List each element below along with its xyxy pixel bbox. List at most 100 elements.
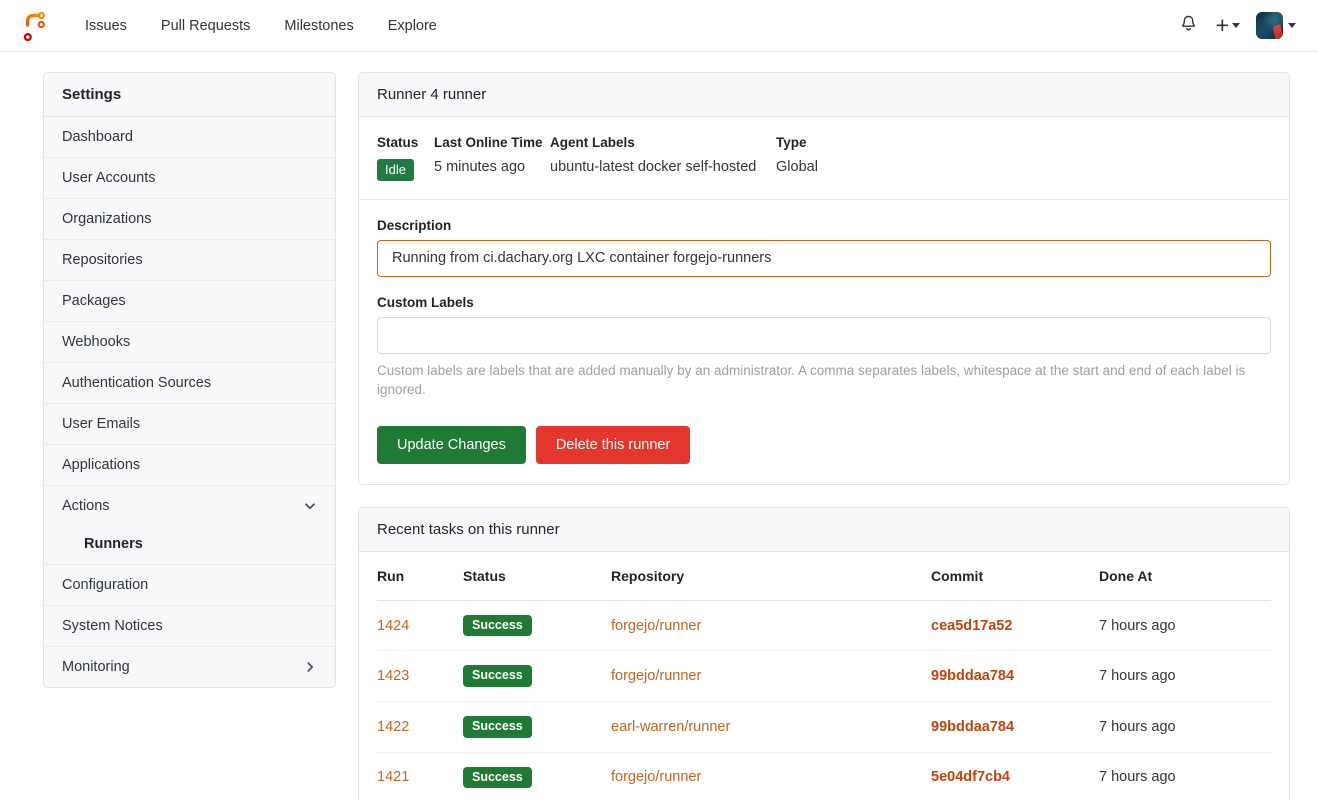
- main-content: Runner 4 runner Status Idle Last Online …: [358, 72, 1290, 800]
- sidebar-item-label: User Emails: [62, 416, 141, 432]
- chevron-down-icon: [1288, 23, 1296, 28]
- status-badge: Idle: [377, 159, 414, 181]
- primary-nav: Issues Pull Requests Milestones Explore: [68, 12, 454, 40]
- recent-tasks-panel: Recent tasks on this runner Run Status R…: [358, 506, 1290, 800]
- runner-status-field: Status Idle: [377, 135, 434, 181]
- notifications-button[interactable]: [1172, 9, 1206, 43]
- sidebar-item-configuration[interactable]: Configuration: [44, 565, 335, 606]
- sidebar-item-label: Applications: [62, 457, 141, 473]
- sidebar-item-label: Organizations: [62, 211, 152, 227]
- table-row: 1422 Success earl-warren/runner 99bddaa7…: [377, 701, 1271, 753]
- nav-link-issues[interactable]: Issues: [85, 17, 127, 34]
- plus-icon: +: [1215, 12, 1229, 38]
- delete-runner-button[interactable]: Delete this runner: [535, 425, 691, 464]
- sidebar-item-dashboard[interactable]: Dashboard: [44, 117, 335, 158]
- run-link[interactable]: 1423: [377, 668, 410, 685]
- create-new-button[interactable]: +: [1212, 14, 1244, 37]
- nav-link-milestones[interactable]: Milestones: [284, 17, 354, 34]
- sidebar-item-label: Repositories: [62, 252, 143, 268]
- runner-type-label: Type: [776, 135, 807, 150]
- sidebar-item-label: Authentication Sources: [62, 375, 212, 391]
- column-header-commit: Commit: [931, 551, 1099, 601]
- table-row: 1421 Success forgejo/runner 5e04df7cb4 7…: [377, 752, 1271, 800]
- sidebar-item-runners[interactable]: Runners: [44, 526, 335, 565]
- sidebar-item-user-accounts[interactable]: User Accounts: [44, 158, 335, 199]
- repository-link[interactable]: forgejo/runner: [611, 617, 702, 634]
- sidebar-item-label: Webhooks: [62, 334, 131, 350]
- runner-last-online-field: Last Online Time 5 minutes ago: [434, 135, 550, 175]
- chevron-right-icon: [303, 660, 317, 674]
- sidebar-item-packages[interactable]: Packages: [44, 281, 335, 322]
- sidebar-subitem-label: Runners: [84, 536, 143, 552]
- status-badge: Success: [463, 766, 532, 789]
- update-changes-button[interactable]: Update Changes: [377, 425, 526, 464]
- nav-link-pull-requests[interactable]: Pull Requests: [160, 17, 251, 34]
- tasks-table: Run Status Repository Commit Done At 142…: [377, 551, 1271, 800]
- tasks-table-head: Run Status Repository Commit Done At: [377, 551, 1271, 601]
- sidebar-item-label: Monitoring: [62, 659, 130, 675]
- commit-link[interactable]: 99bddaa784: [931, 718, 1015, 735]
- column-header-repository: Repository: [611, 551, 931, 601]
- runner-agent-labels-label: Agent Labels: [550, 135, 635, 150]
- custom-labels-label: Custom Labels: [377, 294, 474, 310]
- runner-type-field: Type Global: [776, 135, 818, 175]
- sidebar-item-organizations[interactable]: Organizations: [44, 199, 335, 240]
- commit-link[interactable]: 5e04df7cb4: [931, 769, 1010, 786]
- navbar-right-group: +: [1172, 9, 1296, 43]
- tasks-table-body: 1424 Success forgejo/runner cea5d17a52 7…: [377, 600, 1271, 800]
- meta-divider: [359, 198, 1289, 200]
- sidebar-item-repositories[interactable]: Repositories: [44, 240, 335, 281]
- repository-link[interactable]: forgejo/runner: [611, 668, 702, 685]
- settings-sidebar: Settings Dashboard User Accounts Organiz…: [43, 72, 336, 688]
- commit-link[interactable]: cea5d17a52: [931, 617, 1013, 634]
- column-header-run: Run: [377, 551, 463, 601]
- runner-type-value: Global: [776, 159, 818, 175]
- sidebar-item-label: Packages: [62, 293, 126, 309]
- run-link[interactable]: 1424: [377, 617, 410, 634]
- sidebar-item-monitoring[interactable]: Monitoring: [44, 647, 335, 687]
- runner-last-online-label: Last Online Time: [434, 135, 543, 150]
- sidebar-item-authentication-sources[interactable]: Authentication Sources: [44, 363, 335, 404]
- repository-link[interactable]: forgejo/runner: [611, 769, 702, 786]
- done-at-value: 7 hours ago: [1099, 650, 1271, 702]
- status-badge: Success: [463, 715, 532, 738]
- tasks-table-wrapper: Run Status Repository Commit Done At 142…: [359, 551, 1289, 800]
- table-row: 1424 Success forgejo/runner cea5d17a52 7…: [377, 600, 1271, 652]
- runner-panel-body: Status Idle Last Online Time 5 minutes a…: [359, 117, 1289, 484]
- run-link[interactable]: 1422: [377, 718, 410, 735]
- column-header-done-at: Done At: [1099, 551, 1271, 601]
- sidebar-item-label: Actions: [62, 498, 110, 514]
- runner-agent-labels-field: Agent Labels ubuntu-latest docker self-h…: [550, 135, 776, 175]
- runner-last-online-value: 5 minutes ago: [434, 159, 526, 175]
- sidebar-item-label: Dashboard: [62, 129, 133, 145]
- chevron-down-icon: [1232, 23, 1240, 28]
- sidebar-item-user-emails[interactable]: User Emails: [44, 404, 335, 445]
- status-badge: Success: [463, 665, 532, 687]
- sidebar-title: Settings: [44, 73, 335, 117]
- runner-detail-panel: Runner 4 runner Status Idle Last Online …: [358, 72, 1290, 485]
- sidebar-item-webhooks[interactable]: Webhooks: [44, 322, 335, 363]
- forgejo-logo-icon[interactable]: [14, 6, 54, 46]
- sidebar-item-actions[interactable]: Actions: [44, 486, 335, 526]
- runner-action-buttons: Update Changes Delete this runner: [377, 425, 1271, 464]
- nav-link-explore[interactable]: Explore: [387, 17, 437, 34]
- runner-panel-title: Runner 4 runner: [359, 73, 1289, 117]
- custom-labels-hint: Custom labels are labels that are added …: [377, 362, 1246, 398]
- description-input[interactable]: [377, 239, 1271, 277]
- user-menu-button[interactable]: [1250, 12, 1296, 39]
- custom-labels-input[interactable]: [377, 316, 1271, 354]
- column-header-status: Status: [463, 551, 611, 601]
- sidebar-item-label: User Accounts: [62, 170, 156, 186]
- sidebar-item-applications[interactable]: Applications: [44, 445, 335, 486]
- sidebar-item-system-notices[interactable]: System Notices: [44, 606, 335, 647]
- done-at-value: 7 hours ago: [1099, 752, 1271, 800]
- bell-icon: [1179, 14, 1198, 38]
- avatar: [1256, 12, 1283, 39]
- table-row: 1423 Success forgejo/runner 99bddaa784 7…: [377, 650, 1271, 702]
- status-badge-wrap: Idle: [377, 159, 434, 181]
- done-at-value: 7 hours ago: [1099, 701, 1271, 753]
- run-link[interactable]: 1421: [377, 769, 410, 786]
- page-container: Settings Dashboard User Accounts Organiz…: [0, 52, 1318, 800]
- commit-link[interactable]: 99bddaa784: [931, 668, 1015, 685]
- repository-link[interactable]: earl-warren/runner: [611, 718, 731, 735]
